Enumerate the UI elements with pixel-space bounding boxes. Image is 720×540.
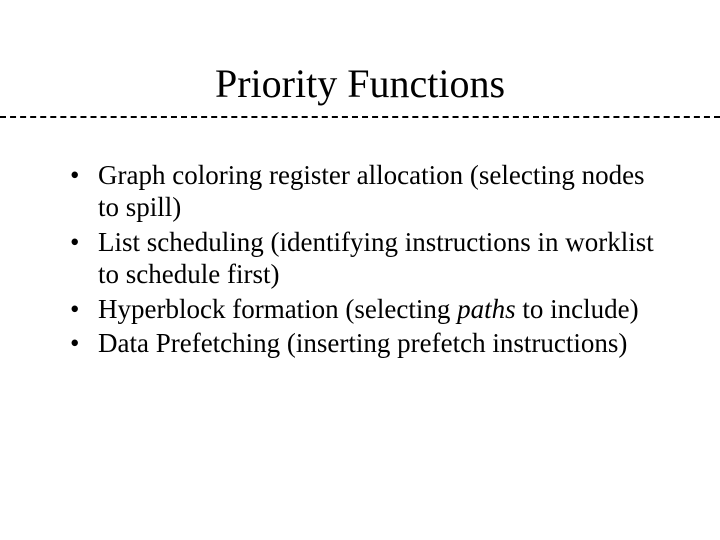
page-title: Priority Functions	[215, 60, 505, 107]
slide-container: Priority Functions Graph coloring regist…	[0, 0, 720, 540]
bullet-text-post: to include)	[516, 294, 639, 324]
bullet-text-pre: Data Prefetching (inserting prefetch ins…	[98, 328, 627, 358]
bullet-text-pre: List scheduling (identifying instruction…	[98, 227, 654, 289]
bullet-list: Graph coloring register allocation (sele…	[70, 159, 670, 359]
content-region: Graph coloring register allocation (sele…	[50, 159, 670, 359]
title-region: Priority Functions	[50, 60, 670, 107]
list-item: Graph coloring register allocation (sele…	[70, 159, 670, 224]
bullet-text-pre: Hyperblock formation (selecting	[98, 294, 457, 324]
list-item: List scheduling (identifying instruction…	[70, 226, 670, 291]
list-item: Data Prefetching (inserting prefetch ins…	[70, 327, 670, 359]
bullet-text-italic: paths	[457, 294, 516, 324]
list-item: Hyperblock formation (selecting paths to…	[70, 293, 670, 325]
title-divider	[0, 116, 720, 118]
bullet-text-pre: Graph coloring register allocation (sele…	[98, 160, 582, 190]
